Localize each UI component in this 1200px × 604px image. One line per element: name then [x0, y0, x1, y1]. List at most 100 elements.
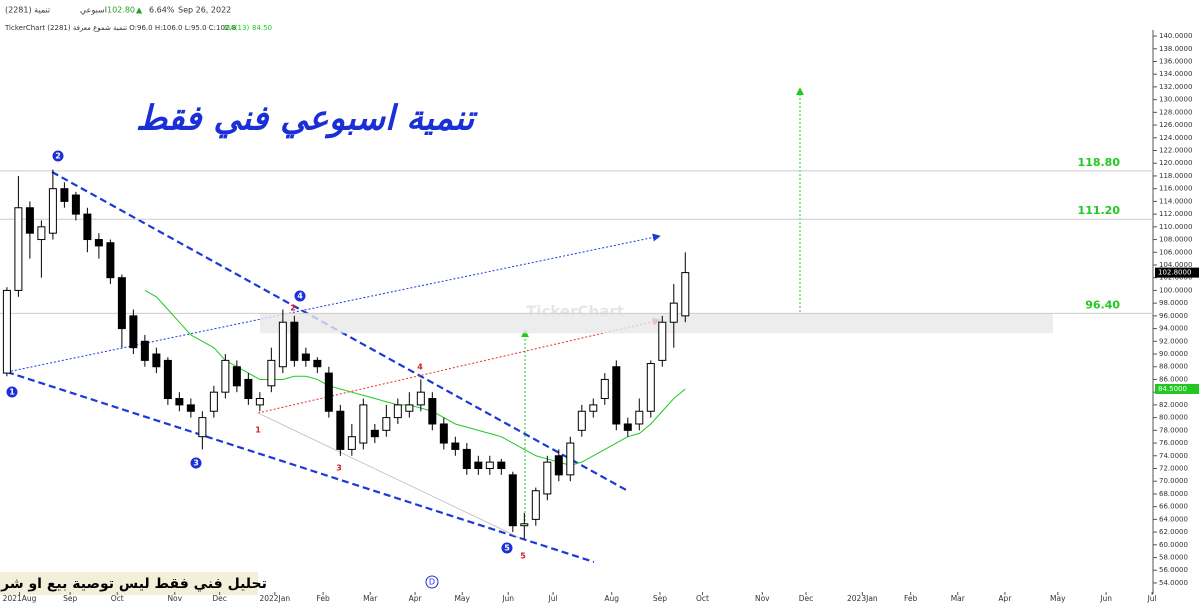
candle-body	[485, 461, 494, 469]
y-tick-label: 88.0000	[1159, 363, 1188, 371]
candle-body	[37, 226, 46, 241]
y-tick-label: 132.0000	[1159, 83, 1192, 91]
x-tick-label: Nov	[755, 594, 770, 603]
y-tick-label: 130.0000	[1159, 96, 1192, 104]
y-tick-label: 58.0000	[1159, 554, 1188, 562]
y-tick-label: 120.0000	[1159, 159, 1192, 167]
candle-body	[71, 194, 80, 215]
y-tick-label: 116.0000	[1159, 185, 1192, 193]
candle-body	[589, 404, 598, 412]
candle-body	[451, 442, 460, 450]
price-tag-label: 102.8000	[1158, 269, 1191, 277]
y-tick-label: 76.0000	[1159, 439, 1188, 447]
candle-body	[313, 359, 322, 368]
sub-wave-label: 4	[417, 363, 423, 372]
x-tick-label: 2023Jan	[847, 594, 878, 603]
price-tag	[1155, 267, 1199, 278]
y-tick-label: 74.0000	[1159, 452, 1188, 460]
y-tick-label: 92.0000	[1159, 337, 1188, 345]
event-marker: D	[429, 578, 435, 587]
candle-body	[336, 410, 345, 450]
projection-line	[6, 233, 661, 373]
y-tick-label: 98.0000	[1159, 299, 1188, 307]
candle-body	[209, 391, 218, 412]
x-tick-label: Mar	[951, 594, 966, 603]
ma-line	[144, 289, 686, 466]
level-label: 118.80	[1078, 156, 1121, 169]
date: Sep 26, 2022	[178, 6, 231, 15]
candle-body	[658, 321, 667, 361]
y-tick-label: 80.0000	[1159, 414, 1188, 422]
sub-wave-label: 3	[336, 464, 342, 473]
y-tick-label: 56.0000	[1159, 566, 1188, 574]
candle-body	[278, 321, 287, 368]
candle-body	[646, 363, 655, 412]
candle-body	[428, 398, 437, 425]
candle-body	[60, 188, 69, 202]
y-tick-label: 90.0000	[1159, 350, 1188, 358]
sub-wave-label: 1	[255, 426, 261, 435]
candle-body	[221, 359, 230, 393]
symbol: (2281) تنمية	[5, 6, 50, 15]
disclaimer: تحليل فني فقط ليس توصية بيع او شراء	[0, 576, 267, 592]
y-tick-label: 104.0000	[1159, 261, 1192, 269]
candle-body	[508, 474, 517, 527]
plot: 54.0000 56.0000 58.0000 60.0000 62.0000 64.00…	[0, 32, 1199, 603]
y-tick-label: 68.0000	[1159, 490, 1188, 498]
candle-body	[497, 461, 506, 469]
candle-body	[566, 442, 575, 476]
level-label: 96.40	[1085, 298, 1120, 311]
candle-body	[405, 404, 414, 412]
candle-body	[462, 448, 471, 469]
candle-body	[140, 340, 149, 361]
wave-labels: 1 2 3 4 5 1 2 3 4 5	[6, 150, 526, 561]
candle-body	[439, 423, 448, 444]
y-tick-label: 136.0000	[1159, 57, 1192, 65]
ma-value: 84.50	[252, 24, 272, 32]
candle-body	[554, 455, 563, 476]
y-tick-label: 112.0000	[1159, 210, 1192, 218]
ma-name: MA(13)	[224, 24, 249, 32]
y-tick-label: 118.0000	[1159, 172, 1192, 180]
x-tick-label: Oct	[111, 594, 124, 603]
y-tick-label: 62.0000	[1159, 528, 1188, 536]
level-label: 111.20	[1078, 204, 1121, 217]
wave-label: 2	[55, 152, 61, 161]
x-tick-label: Sep	[63, 594, 77, 603]
y-tick-label: 96.0000	[1159, 312, 1188, 320]
candle-body	[543, 461, 552, 495]
x-tick-label: Jul	[1147, 594, 1157, 603]
candle-body	[175, 398, 184, 406]
candle-body	[14, 207, 23, 291]
y-tick-label: 106.0000	[1159, 248, 1192, 256]
y-tick-label: 94.0000	[1159, 325, 1188, 333]
y-tick-label: 108.0000	[1159, 236, 1192, 244]
chart-title: تنمية اسبوعي فني فقط	[136, 99, 479, 139]
candle-body	[198, 417, 207, 438]
candle-body	[324, 372, 333, 412]
y-tick-label: 86.0000	[1159, 375, 1188, 383]
candle-body	[117, 277, 126, 330]
candle-body	[612, 366, 621, 425]
candle-body	[244, 378, 253, 400]
candle-body	[290, 321, 299, 361]
y-tick-label: 66.0000	[1159, 503, 1188, 511]
wave-label: 3	[193, 459, 199, 468]
candle-body	[267, 359, 276, 387]
candle-body	[393, 404, 402, 419]
candle-body	[635, 410, 644, 425]
y-tick-label: 110.0000	[1159, 223, 1192, 231]
x-tick-label: Jun	[1099, 594, 1112, 603]
x-tick-label: Jul	[548, 594, 558, 603]
wave-label: 4	[297, 292, 303, 301]
y-tick-label: 138.0000	[1159, 45, 1192, 53]
header: (2281) تنمية اسبوعي 102.80 ▲ 6.64% Sep 2…	[4, 6, 272, 33]
candle-body	[669, 302, 678, 323]
x-tick-label: Oct	[696, 594, 709, 603]
x-tick-label: May	[1050, 594, 1066, 603]
period: اسبوعي	[80, 6, 107, 15]
candle-body	[681, 272, 690, 317]
y-tick-label: 54.0000	[1159, 579, 1188, 587]
y-tick-label: 126.0000	[1159, 121, 1192, 129]
